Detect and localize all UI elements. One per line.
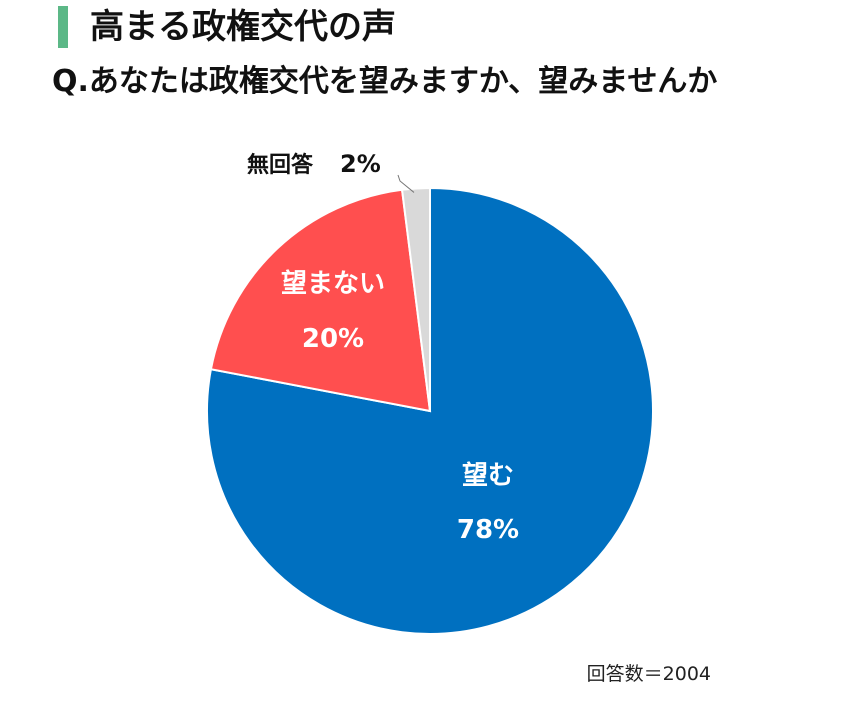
question-text: Q.あなたは政権交代を望みますか、望みませんか [52, 64, 718, 99]
pie-slice-1 [209, 188, 432, 413]
slice-label-0: 望む [462, 461, 514, 491]
pie-slice-2 [400, 186, 431, 412]
leader-line-2 [397, 174, 415, 193]
slice-value-1: 20% [302, 324, 364, 354]
slice-label-1: 望まない [281, 269, 385, 299]
title-accent-bar [58, 6, 68, 48]
slice-value-2: 2% [340, 150, 381, 178]
slice-value-0: 78% [457, 515, 519, 545]
page-title: 高まる政権交代の声 [90, 7, 396, 47]
response-count: 回答数＝2004 [586, 663, 711, 685]
slice-label-2: 無回答 [247, 152, 314, 178]
